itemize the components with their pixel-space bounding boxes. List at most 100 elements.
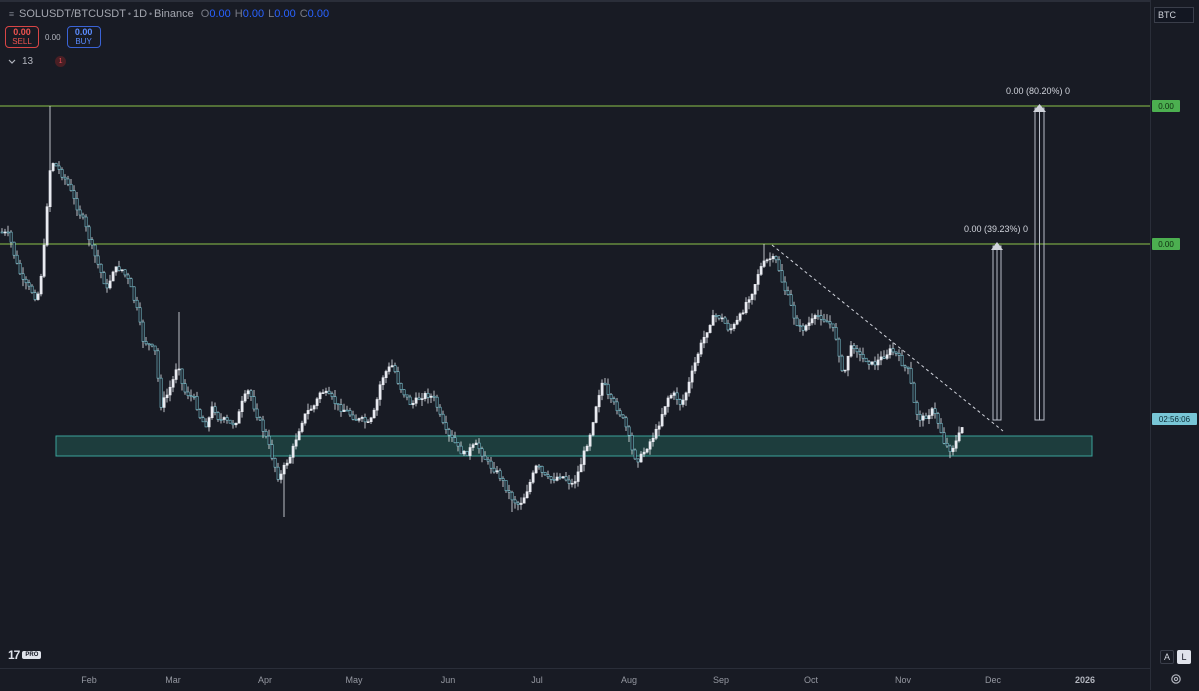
candle-body — [459, 445, 463, 455]
candle-body — [498, 470, 502, 479]
candle-body — [570, 482, 574, 485]
candle-body — [606, 383, 610, 395]
candle-body — [363, 417, 367, 423]
log-scale-button[interactable]: L — [1177, 650, 1191, 664]
time-axis[interactable]: Feb Mar Apr May Jun Jul Aug Sep Oct Nov … — [0, 668, 1150, 691]
candle-body — [123, 269, 127, 276]
buy-button[interactable]: 0.00 BUY — [66, 26, 101, 48]
candle-body — [672, 392, 676, 396]
candle-body — [801, 325, 805, 331]
currency-selector[interactable]: BTC — [1154, 7, 1194, 23]
legend-close-key: C — [299, 8, 308, 20]
candle-body — [861, 354, 865, 359]
candle-body — [858, 351, 862, 355]
candle-body — [864, 357, 868, 363]
price-axis[interactable] — [1150, 0, 1199, 690]
candle-body — [324, 390, 328, 393]
candle-body — [543, 472, 547, 476]
candle-body — [795, 317, 799, 326]
candle-body — [576, 471, 580, 482]
candle-body — [336, 403, 340, 405]
candle-body — [879, 356, 883, 361]
candle-body — [393, 365, 397, 372]
candle-body — [240, 400, 244, 412]
candle-body — [846, 355, 850, 371]
candle-body — [300, 422, 304, 432]
candle-body — [930, 408, 934, 416]
candle-body — [51, 163, 55, 171]
candle-body — [354, 419, 358, 421]
chart-canvas[interactable] — [0, 0, 1150, 668]
candle-body — [57, 165, 61, 170]
candle-body — [954, 440, 958, 449]
candle-body — [246, 390, 250, 395]
candle-body — [165, 394, 169, 399]
time-label-2026: 2026 — [1074, 675, 1096, 685]
candle-body — [483, 455, 487, 460]
candle-body — [876, 359, 880, 366]
measure-arrow-upper[interactable] — [1033, 104, 1046, 421]
candle-body — [492, 467, 496, 473]
candle-body — [573, 481, 577, 484]
candle-body — [318, 392, 322, 400]
candle-body — [207, 417, 211, 428]
candle-body — [447, 429, 451, 436]
candle-body — [501, 478, 505, 481]
candle-body — [108, 280, 112, 289]
candle-body — [888, 348, 892, 356]
candle-body — [42, 244, 46, 277]
candle-body — [603, 382, 607, 385]
candle-body — [171, 379, 175, 388]
candle-body — [201, 417, 205, 423]
candle-body — [945, 443, 949, 447]
candle-body — [72, 190, 76, 199]
candle-body — [87, 226, 91, 240]
candle-body — [243, 393, 247, 402]
candle-body — [48, 170, 52, 208]
candle-body — [657, 425, 661, 430]
candle-body — [60, 169, 64, 178]
candle-body — [774, 256, 778, 261]
measure-arrow-lower[interactable] — [991, 242, 1003, 421]
candle-body — [138, 307, 142, 323]
candle-body — [279, 473, 283, 480]
gear-icon[interactable] — [1170, 673, 1182, 685]
candle-body — [624, 417, 628, 428]
price-tag-top: 0.00 — [1152, 100, 1180, 112]
tradingview-logo[interactable]: 17 PRO — [8, 648, 42, 662]
candle-body — [669, 395, 673, 399]
candle-body — [906, 366, 910, 369]
candle-body — [933, 408, 937, 414]
measure-label-upper: 0.00 (80.20%) 0 — [1006, 86, 1071, 96]
candle-body — [294, 439, 298, 447]
candle-body — [522, 497, 526, 504]
candle-body — [960, 427, 964, 434]
candle-body — [480, 448, 484, 457]
candle-body — [750, 293, 754, 300]
candle-body — [900, 355, 904, 367]
candle-body — [588, 434, 592, 447]
candle-body — [732, 323, 736, 329]
support-zone[interactable] — [55, 435, 1093, 457]
candle-body — [45, 206, 49, 246]
legend-symbol[interactable]: SOLUSDT/BTCUSDT — [19, 8, 126, 20]
legend-interval[interactable]: 1D — [132, 8, 148, 20]
candle-body — [927, 415, 931, 420]
candle-body — [12, 241, 16, 256]
chevron-down-icon[interactable] — [8, 59, 16, 65]
auto-scale-button[interactable]: A — [1160, 650, 1174, 664]
trendline[interactable] — [771, 244, 1004, 432]
candle-body — [714, 315, 718, 317]
candle-body — [321, 392, 325, 394]
candle-body — [948, 445, 952, 452]
candle-body — [258, 417, 262, 421]
candle-body — [144, 341, 148, 345]
candle-body — [315, 398, 319, 406]
candle-body — [738, 313, 742, 321]
candle-body — [936, 413, 940, 424]
candle-body — [78, 209, 82, 216]
sell-button[interactable]: 0.00 SELL — [5, 26, 39, 48]
candle-body — [186, 391, 190, 396]
alert-badge[interactable]: 1 — [55, 56, 67, 67]
indicators-toggle[interactable]: 13 1 — [8, 56, 67, 67]
